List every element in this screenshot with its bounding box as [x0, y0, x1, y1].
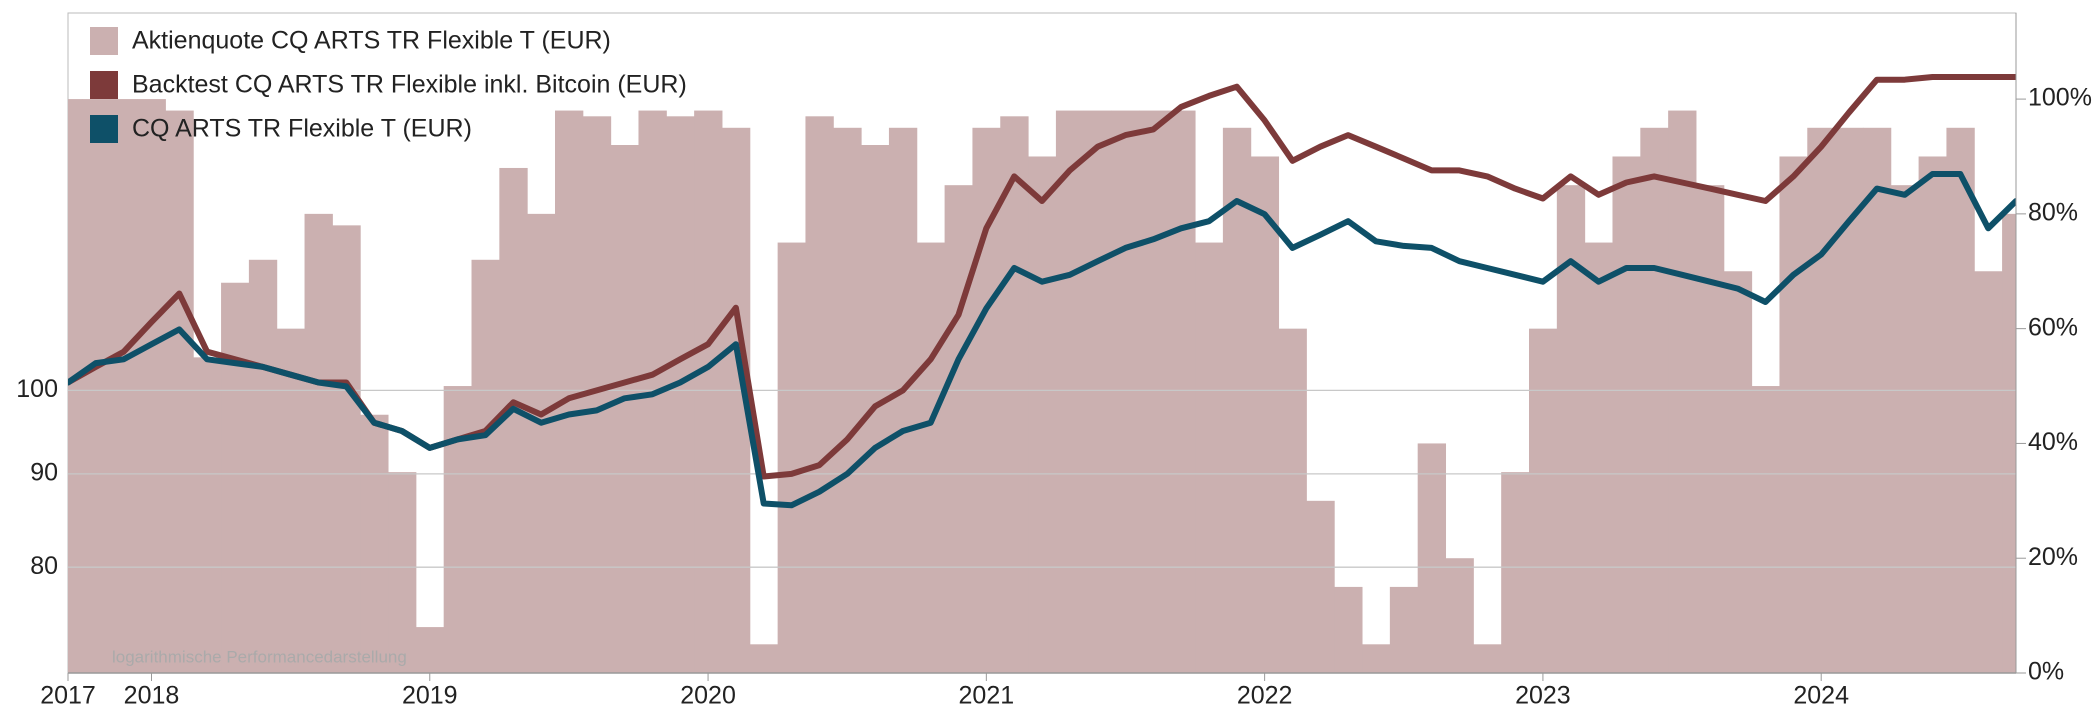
bar	[332, 225, 361, 673]
legend-swatch	[90, 27, 118, 55]
bar	[888, 127, 918, 673]
y2-tick-label: 80%	[2028, 198, 2078, 226]
bar	[1640, 127, 1669, 673]
y2-tick-label: 40%	[2028, 428, 2078, 456]
bar	[1529, 328, 1558, 673]
bar	[694, 110, 723, 673]
bar	[666, 116, 695, 673]
bar	[165, 110, 194, 673]
x-tick-label: 2022	[1237, 682, 1293, 710]
bar	[415, 627, 445, 673]
legend-swatch	[90, 115, 118, 143]
bar	[610, 145, 639, 673]
bar	[833, 127, 862, 673]
bar	[1473, 644, 1502, 673]
bar	[944, 185, 973, 673]
bar	[1000, 116, 1029, 673]
axes: 80 90 100 0% 20% 40% 60% 80% 100% 2017 2018 2019 202…	[16, 13, 2092, 710]
y2-tick-label: 100%	[2028, 84, 2092, 112]
bar	[749, 644, 779, 673]
bar	[1862, 127, 1892, 673]
bar	[1028, 156, 1057, 673]
bar	[1334, 586, 1363, 673]
bar	[1974, 271, 2003, 673]
bar	[1278, 328, 1307, 673]
bar	[1501, 472, 1530, 673]
bar	[1417, 443, 1447, 673]
x-tick-label: 2019	[402, 682, 458, 710]
x-tick-label: 2023	[1515, 682, 1571, 710]
bar	[1195, 242, 1224, 673]
bar	[527, 213, 556, 673]
bar	[1055, 110, 1085, 673]
lines	[68, 74, 2016, 509]
bar	[1389, 586, 1419, 673]
legend-swatch	[90, 71, 118, 99]
bar	[68, 99, 83, 673]
legend-label: CQ ARTS TR Flexible T (EUR)	[132, 115, 472, 143]
y-tick-label: 100	[16, 375, 58, 403]
bar	[2002, 213, 2016, 673]
bar	[1584, 242, 1613, 673]
bar	[360, 414, 389, 673]
x-tick-label: 2017	[40, 682, 96, 710]
bar	[248, 259, 278, 673]
bar	[1751, 386, 1780, 673]
bar	[1612, 156, 1641, 673]
legend: Aktienquote CQ ARTS TR Flexible T (EUR) B…	[90, 27, 687, 143]
bar	[1890, 185, 1920, 673]
bar	[1111, 110, 1140, 673]
x-tick-label: 2021	[959, 682, 1015, 710]
bar	[1695, 185, 1725, 673]
bar	[1222, 127, 1252, 673]
bar	[555, 110, 584, 673]
grid	[68, 389, 2016, 568]
bar	[221, 282, 250, 673]
bar	[1139, 110, 1168, 673]
bar	[109, 99, 139, 673]
bar	[1250, 156, 1280, 673]
bar	[471, 259, 500, 673]
bar	[916, 242, 946, 673]
y2-tick-label: 60%	[2028, 313, 2078, 341]
y-tick-label: 90	[30, 458, 58, 486]
y2-tick-label: 0%	[2028, 658, 2064, 686]
bar	[81, 99, 111, 673]
bar	[972, 127, 1001, 673]
legend-label: Aktienquote CQ ARTS TR Flexible T (EUR)	[132, 27, 611, 55]
bar	[1167, 110, 1196, 673]
bar	[388, 472, 417, 673]
bar	[137, 99, 166, 673]
y-tick-label: 80	[30, 552, 58, 580]
bar	[1445, 558, 1474, 673]
y2-tick-label: 20%	[2028, 543, 2078, 571]
bar	[304, 213, 333, 673]
line	[68, 171, 2016, 509]
annotation: logarithmische Performancedarstellung	[112, 647, 407, 666]
bar	[1362, 644, 1391, 673]
bar	[443, 386, 473, 673]
bars	[68, 99, 2016, 673]
bar	[1668, 110, 1697, 673]
x-tick-label: 2024	[1793, 682, 1849, 710]
bar	[1946, 127, 1975, 673]
x-tick-label: 2020	[680, 682, 736, 710]
bar	[276, 328, 306, 673]
bar	[777, 242, 806, 673]
bar	[193, 357, 222, 673]
legend-label: Backtest CQ ARTS TR Flexible inkl. Bitco…	[132, 71, 687, 99]
bar	[1807, 127, 1836, 673]
bar	[1918, 156, 1947, 673]
bar	[1779, 156, 1808, 673]
bar	[1306, 500, 1335, 673]
x-tick-label: 2018	[124, 682, 180, 710]
bar	[805, 116, 834, 673]
bar	[1083, 110, 1113, 673]
bar	[1723, 271, 1753, 673]
